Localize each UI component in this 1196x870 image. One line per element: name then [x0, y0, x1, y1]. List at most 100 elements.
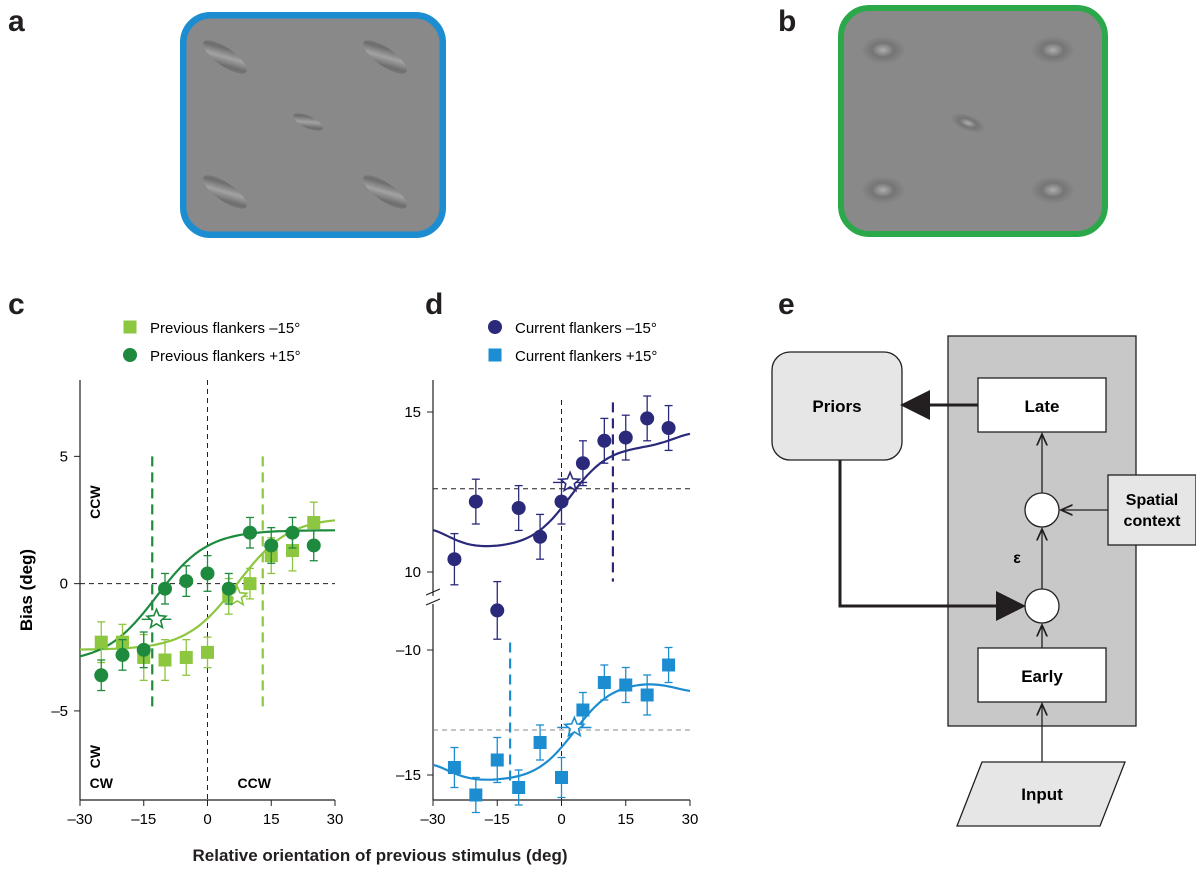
data-point	[554, 494, 569, 509]
legend-marker	[123, 348, 137, 362]
early-node	[977, 647, 1107, 703]
data-point	[468, 494, 483, 509]
prior-junction	[1024, 588, 1060, 624]
data-point	[469, 788, 483, 802]
ccw-annotation: CCW	[87, 485, 103, 519]
data-point	[661, 421, 676, 435]
x-tick-label: –30	[67, 811, 92, 828]
data-point	[94, 635, 108, 649]
data-point	[533, 529, 548, 544]
gabor-flanker-icon	[203, 40, 407, 209]
data-point	[307, 516, 321, 530]
legend-label: Current flankers –15°	[515, 320, 657, 337]
spatial-context-label-1: Spatial	[1126, 492, 1178, 509]
data-point	[447, 761, 461, 774]
spatial-context-label-2: context	[1124, 513, 1182, 530]
stimulus-image-a	[180, 12, 446, 238]
model-diagram: Late Early Priors ε Spatial context Inpu…	[771, 335, 1196, 827]
pse-star	[562, 715, 586, 738]
stimulus-image-b	[838, 5, 1108, 237]
panel-label-a: a	[8, 5, 25, 38]
y-tick-label: 0	[60, 576, 68, 593]
y-tick-label: 15	[404, 404, 421, 421]
axis-break-mark	[425, 588, 441, 596]
data-point	[200, 566, 215, 581]
data-point	[179, 650, 193, 664]
pse-star	[558, 470, 582, 493]
late-label: Late	[1025, 397, 1060, 416]
axis-break-mark	[425, 598, 441, 606]
legend-marker	[123, 320, 137, 334]
data-point	[115, 647, 130, 662]
data-point	[640, 688, 654, 702]
data-point	[533, 736, 547, 749]
chart-panel-c: Previous flankers –15° Previous flankers …	[17, 320, 344, 828]
data-point	[243, 577, 257, 591]
blurred-flanker-icon	[861, 36, 1075, 204]
data-point	[243, 525, 257, 540]
panel-label-d: d	[425, 288, 444, 321]
y-tick-label: –5	[51, 703, 68, 720]
data-point	[576, 703, 590, 717]
x-tick-label: 15	[617, 811, 634, 828]
data-point	[447, 552, 462, 567]
early-label: Early	[1021, 667, 1063, 686]
data-point	[264, 538, 279, 553]
data-point	[158, 653, 172, 667]
data-point	[136, 642, 151, 657]
x-tick-label: 0	[203, 811, 211, 828]
data-point	[662, 658, 676, 672]
data-point	[618, 430, 633, 445]
cw-annotation-x: CW	[90, 775, 114, 791]
cw-annotation: CW	[87, 744, 103, 768]
data-point	[158, 581, 172, 596]
data-point	[640, 411, 655, 426]
late-node	[977, 377, 1107, 433]
x-tick-label: –15	[131, 811, 156, 828]
data-point	[555, 771, 568, 784]
y-tick-label: 10	[404, 564, 421, 581]
panel-label-b: b	[778, 5, 797, 38]
data-point	[512, 781, 526, 794]
data-point	[179, 574, 194, 589]
panel-label-e: e	[778, 288, 795, 321]
data-point	[597, 433, 612, 448]
x-tick-label: 30	[682, 811, 699, 828]
y-tick-label: 5	[60, 448, 68, 465]
y-tick-label: –15	[396, 767, 421, 784]
ccw-annotation-x: CCW	[238, 775, 272, 791]
legend-marker	[488, 320, 502, 334]
data-point	[306, 538, 321, 553]
data-point	[221, 581, 236, 596]
panel-label-c: c	[8, 288, 25, 321]
legend-label: Previous flankers +15°	[150, 348, 301, 365]
legend-marker	[488, 348, 502, 362]
data-point	[619, 678, 633, 692]
context-junction	[1024, 492, 1060, 528]
legend-label: Current flankers +15°	[515, 348, 657, 365]
data-point	[490, 753, 504, 767]
data-point	[286, 544, 299, 558]
chart-panel-d: Current flankers –15° Current flankers +1…	[396, 320, 699, 828]
x-tick-label: –15	[485, 811, 510, 828]
x-tick-label: –30	[420, 811, 445, 828]
input-node	[956, 761, 1126, 827]
epsilon-label: ε	[1013, 550, 1021, 567]
priors-label: Priors	[812, 397, 861, 416]
x-tick-label: 30	[327, 811, 344, 828]
legend-label: Previous flankers –15°	[150, 320, 300, 337]
y-axis-label: Bias (deg)	[17, 549, 36, 631]
pse-star	[145, 607, 168, 630]
data-point	[201, 645, 214, 659]
x-axis-label: Relative orientation of previous stimulu…	[192, 846, 568, 865]
data-point	[575, 456, 590, 471]
data-point	[285, 525, 300, 540]
data-point	[511, 501, 526, 515]
x-tick-label: 15	[263, 811, 280, 828]
spatial-context-node	[1107, 474, 1196, 546]
x-tick-label: 0	[557, 811, 565, 828]
data-point	[597, 676, 611, 689]
input-label: Input	[1021, 785, 1063, 804]
data-point	[490, 603, 505, 618]
y-tick-label: –10	[396, 642, 421, 659]
